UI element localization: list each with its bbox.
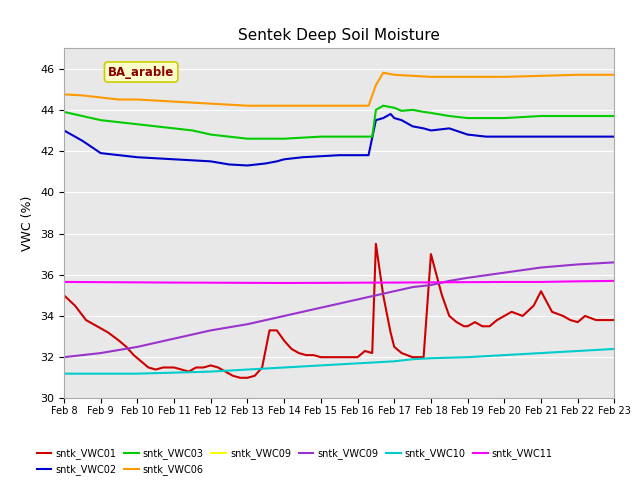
Title: Sentek Deep Soil Moisture: Sentek Deep Soil Moisture bbox=[238, 28, 440, 43]
Legend: sntk_VWC01, sntk_VWC02, sntk_VWC03, sntk_VWC06, sntk_VWC09, sntk_VWC09, sntk_VWC: sntk_VWC01, sntk_VWC02, sntk_VWC03, sntk… bbox=[37, 448, 553, 475]
Text: BA_arable: BA_arable bbox=[108, 66, 174, 79]
Y-axis label: VWC (%): VWC (%) bbox=[22, 195, 35, 251]
